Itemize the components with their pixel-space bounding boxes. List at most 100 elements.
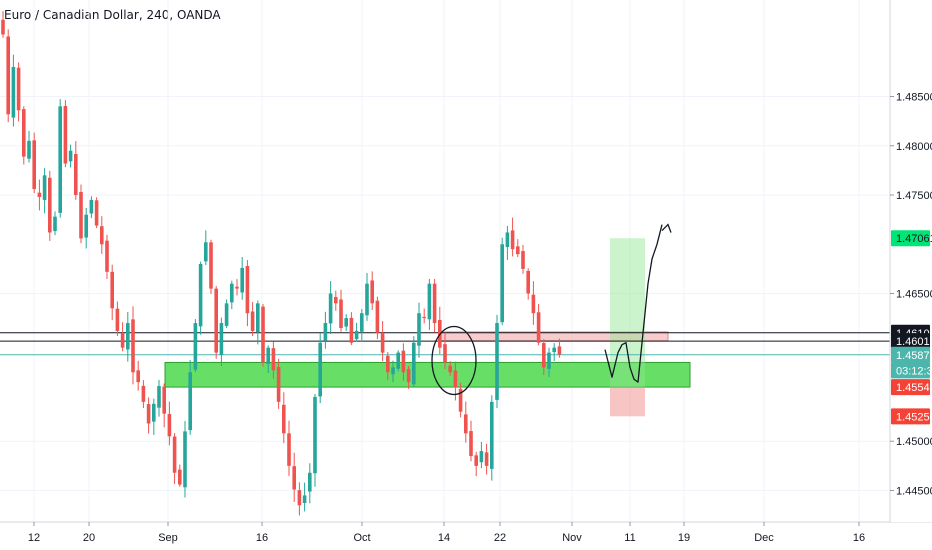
candle-body bbox=[188, 372, 192, 431]
price-label-box bbox=[891, 379, 930, 396]
candle-body bbox=[245, 266, 250, 314]
candle-body bbox=[48, 177, 52, 233]
candle-body bbox=[209, 242, 213, 289]
x-tick-label: 16 bbox=[853, 532, 865, 544]
candle-body bbox=[53, 216, 57, 232]
chart-title: Euro / Canadian Dollar, 240, OANDA bbox=[4, 8, 221, 22]
candle-body bbox=[396, 352, 400, 369]
price-label-box bbox=[891, 333, 930, 350]
candle-body bbox=[235, 286, 239, 289]
candle-body bbox=[391, 367, 395, 375]
candle-body bbox=[422, 316, 426, 319]
candle-body bbox=[1, 19, 5, 35]
candle-body bbox=[458, 388, 463, 412]
candle-body bbox=[100, 226, 104, 245]
candle-body bbox=[126, 323, 130, 350]
candle-body bbox=[354, 330, 359, 340]
candle-body bbox=[380, 333, 385, 353]
price-label-box bbox=[891, 408, 930, 425]
candle-body bbox=[224, 303, 229, 326]
candles bbox=[1, 11, 562, 516]
candle-body bbox=[63, 105, 68, 164]
candle-body bbox=[22, 109, 26, 157]
y-tick-label: 1.46500 bbox=[896, 289, 932, 301]
candle-body bbox=[406, 369, 411, 383]
candle-body bbox=[58, 106, 62, 213]
candle-body bbox=[204, 242, 208, 262]
candle-body bbox=[334, 297, 338, 304]
candle-body bbox=[276, 367, 281, 402]
candle-body bbox=[526, 270, 530, 294]
candle-body bbox=[313, 396, 317, 474]
candle-body bbox=[536, 312, 541, 343]
candle-body bbox=[557, 346, 562, 355]
candle-body bbox=[214, 288, 218, 353]
highlight-circle bbox=[431, 325, 477, 396]
candle-body bbox=[74, 154, 78, 196]
candle-body bbox=[266, 347, 270, 364]
candle-body bbox=[328, 293, 333, 324]
candle-body bbox=[464, 414, 468, 434]
price-label-text: 1.46016 bbox=[896, 336, 932, 348]
y-tick-label: 1.44500 bbox=[896, 485, 932, 497]
x-tick-label: 14 bbox=[438, 532, 450, 544]
drawings bbox=[431, 223, 672, 396]
candle-body bbox=[230, 283, 234, 303]
candle-body bbox=[240, 267, 244, 293]
price-label-text: 1.45549 bbox=[896, 382, 932, 394]
x-tick-label: 19 bbox=[678, 532, 690, 544]
price-label-box bbox=[891, 362, 930, 379]
candle-body bbox=[349, 317, 354, 343]
candle-body bbox=[339, 299, 343, 328]
candle-body bbox=[68, 150, 73, 162]
candle-body bbox=[79, 191, 83, 239]
candle-body bbox=[37, 192, 42, 197]
price-label-text: 1.45878 bbox=[896, 350, 932, 362]
candle-body bbox=[287, 433, 291, 466]
candle-body bbox=[110, 271, 114, 309]
x-tick-label: 20 bbox=[83, 532, 95, 544]
candle-body bbox=[323, 323, 328, 341]
candle-body bbox=[11, 66, 16, 118]
candle-body bbox=[516, 246, 520, 255]
candle-body bbox=[469, 431, 473, 457]
candle-body bbox=[386, 355, 390, 373]
candle-body bbox=[375, 300, 380, 333]
price-label-text: 1.47061 bbox=[896, 233, 932, 245]
candle-body bbox=[500, 244, 504, 323]
candle-body bbox=[484, 452, 489, 466]
candle-body bbox=[308, 472, 312, 492]
candle-body bbox=[292, 466, 296, 490]
candle-body bbox=[152, 403, 156, 422]
candle-body bbox=[27, 140, 31, 159]
y-tick-label: 1.47500 bbox=[896, 190, 932, 202]
candle-body bbox=[157, 386, 161, 408]
candle-body bbox=[131, 319, 135, 373]
candle-body bbox=[531, 294, 536, 314]
candle-body bbox=[417, 313, 421, 346]
candle-body bbox=[448, 365, 452, 373]
candle-body bbox=[318, 342, 322, 397]
candle-body bbox=[495, 323, 499, 400]
arrow-head bbox=[661, 223, 672, 233]
candle-body bbox=[32, 140, 36, 190]
candle-body bbox=[510, 230, 515, 250]
candle-body bbox=[6, 36, 10, 115]
candle-body bbox=[261, 306, 265, 363]
candle-body bbox=[256, 303, 260, 333]
x-tick-label: 22 bbox=[494, 532, 506, 544]
y-tick-label: 1.45000 bbox=[896, 436, 932, 448]
candle-body bbox=[282, 404, 286, 434]
x-tick-label: Nov bbox=[562, 532, 582, 544]
candle-body bbox=[146, 404, 151, 424]
candle-body bbox=[193, 323, 198, 370]
candle-body bbox=[94, 200, 99, 226]
candle-body bbox=[552, 347, 556, 353]
y-axis-background bbox=[891, 0, 932, 522]
candle-body bbox=[542, 343, 546, 368]
candle-body bbox=[162, 386, 166, 414]
candle-body bbox=[89, 199, 94, 214]
candle-body bbox=[172, 436, 177, 473]
